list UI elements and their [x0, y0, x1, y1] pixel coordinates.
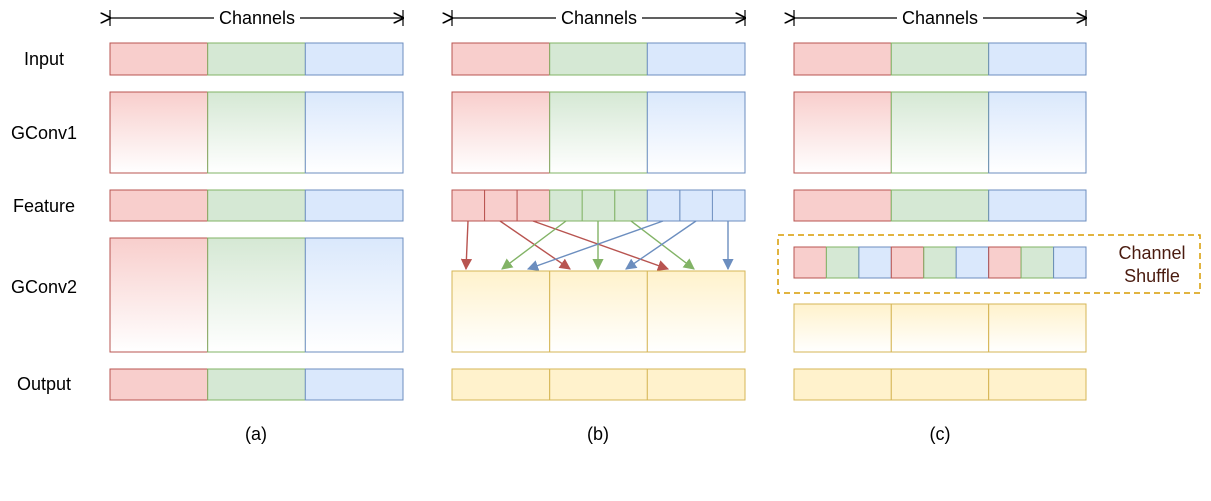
panel-a: Channels (a	[110, 6, 403, 444]
gconv2-block-a	[109, 237, 404, 353]
row-label-gconv1: GConv1	[11, 123, 77, 143]
row-label-output: Output	[17, 374, 71, 394]
caption-b: (b)	[587, 424, 609, 444]
row-label-input: Input	[24, 49, 64, 69]
arrow-green-1	[501, 220, 567, 270]
gconv1-block-c	[793, 91, 1087, 174]
gconv2-block-b	[451, 270, 746, 353]
arrow-blue-1	[526, 220, 664, 271]
input-block-b	[451, 42, 746, 76]
arrow-blue-2	[625, 220, 697, 270]
output-block-b	[451, 368, 746, 401]
shuffled-feature-block	[793, 246, 1087, 279]
channels-label-b: Channels	[561, 8, 637, 28]
feature-block-b	[451, 189, 746, 222]
row-label-gconv2: GConv2	[11, 277, 77, 297]
row-label-feature: Feature	[13, 196, 75, 216]
feature-block-a	[109, 189, 404, 222]
input-block-a	[109, 42, 404, 76]
caption-a: (a)	[245, 424, 267, 444]
feature-block-c	[793, 189, 1087, 222]
channels-label-c: Channels	[902, 8, 978, 28]
shuffle-label-line1: Channel	[1118, 243, 1185, 263]
arrow-red-1	[460, 220, 473, 271]
channels-arrow-c: Channels	[794, 6, 1086, 28]
input-block-c	[793, 42, 1087, 76]
gconv1-block-b	[451, 91, 746, 174]
gconv1-block-a	[109, 91, 404, 174]
arrow-red-3	[532, 220, 670, 271]
output-block-a	[109, 368, 404, 401]
gconv2-block-c	[793, 303, 1087, 353]
channel-shuffle-box	[777, 234, 1201, 294]
channels-arrow-b: Channels	[452, 6, 745, 28]
channels-arrow-a: Channels	[110, 6, 403, 28]
connection-arrows	[460, 220, 734, 271]
panel-c: Channels Channe	[777, 6, 1201, 444]
output-block-c	[793, 368, 1087, 401]
panel-b: Channels	[452, 6, 745, 444]
channels-label-a: Channels	[219, 8, 295, 28]
caption-c: (c)	[930, 424, 951, 444]
shuffle-label-line2: Shuffle	[1124, 266, 1180, 286]
